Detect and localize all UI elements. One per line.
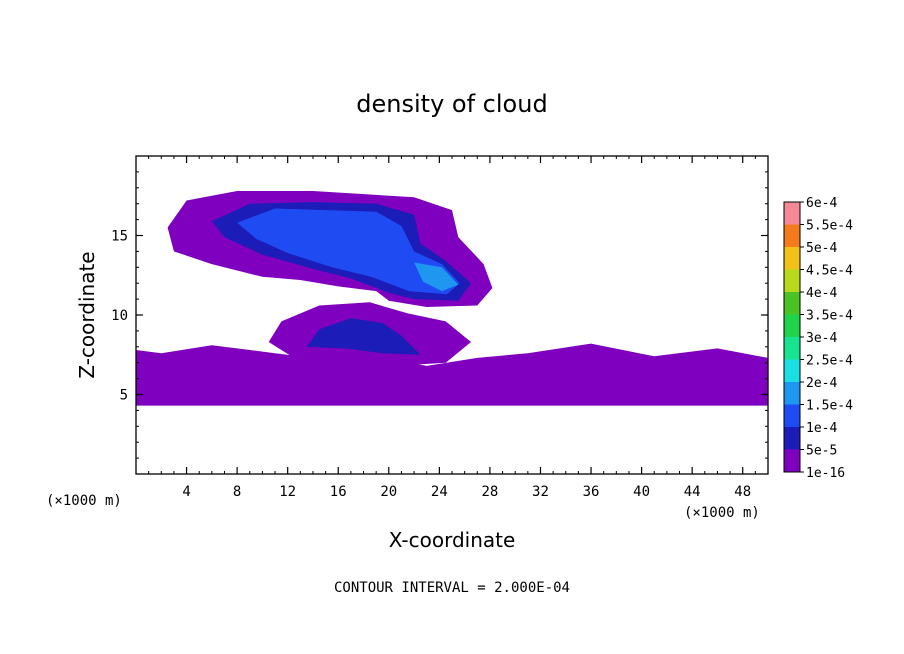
chart-title: density of cloud: [356, 90, 547, 118]
colorbar-label: 5e-4: [806, 241, 837, 256]
x-unit-label-right: (×1000 m): [684, 505, 760, 521]
y-axis-ticks: 5 10 15: [111, 171, 768, 459]
colorbar-swatch: [784, 427, 800, 450]
density-region-4: [306, 318, 421, 355]
y-tick-label: 10: [111, 308, 128, 324]
colorbar-swatch: [784, 292, 800, 315]
density-region-6: [414, 262, 459, 292]
colorbar-label: 1e-16: [806, 466, 845, 481]
colorbar-label: 2.5e-4: [806, 354, 853, 369]
colorbar-label: 5e-5: [806, 444, 837, 459]
colorbar-swatch: [784, 202, 800, 225]
colorbar: 1e-16 5e-5 1e-4 1.5e-4 2e-4 2.5e-4 3e-4 3.5e-4 4…: [783, 196, 853, 481]
x-tick-label: 48: [734, 484, 751, 500]
colorbar-swatch: [784, 449, 800, 472]
colorbar-swatch: [784, 404, 800, 427]
colorbar-swatch: [784, 269, 800, 292]
colorbar-swatch: [784, 314, 800, 337]
colorbar-swatch: [784, 247, 800, 270]
cloud-density-field: [136, 191, 768, 406]
x-tick-label: 4: [182, 484, 190, 500]
colorbar-swatch: [784, 359, 800, 382]
x-tick-label: 40: [633, 484, 650, 500]
density-region-5: [237, 208, 460, 295]
y-axis-title: Z-coordinate: [75, 251, 99, 378]
colorbar-label: 3.5e-4: [806, 309, 853, 324]
x-tick-label: 16: [330, 484, 347, 500]
y-tick-label: 5: [120, 388, 128, 404]
x-axis-ticks: 4 8 12 16 20 24 28 32 36 40 44 48: [148, 156, 756, 500]
colorbar-label: 4.5e-4: [806, 264, 853, 279]
colorbar-swatch: [784, 224, 800, 247]
colorbar-label: 1e-4: [806, 421, 837, 436]
x-tick-label: 20: [380, 484, 397, 500]
x-tick-label: 12: [279, 484, 296, 500]
colorbar-swatch: [784, 382, 800, 405]
x-unit-label-left: (×1000 m): [46, 493, 122, 509]
x-tick-label: 28: [481, 484, 498, 500]
colorbar-label: 2e-4: [806, 376, 837, 391]
x-axis-title: X-coordinate: [389, 528, 516, 552]
x-tick-label: 36: [583, 484, 600, 500]
colorbar-label: 3e-4: [806, 331, 837, 346]
density-region-0: [136, 343, 768, 406]
contour-interval-note: CONTOUR INTERVAL = 2.000E-04: [334, 580, 570, 596]
y-tick-label: 15: [111, 229, 128, 245]
colorbar-label: 5.5e-4: [806, 219, 853, 234]
x-tick-label: 24: [431, 484, 448, 500]
x-tick-label: 8: [233, 484, 241, 500]
x-tick-label: 44: [684, 484, 701, 500]
colorbar-label: 6e-4: [806, 196, 837, 211]
x-tick-label: 32: [532, 484, 549, 500]
colorbar-swatch: [784, 337, 800, 360]
colorbar-label: 1.5e-4: [806, 399, 853, 414]
colorbar-label: 4e-4: [806, 286, 837, 301]
